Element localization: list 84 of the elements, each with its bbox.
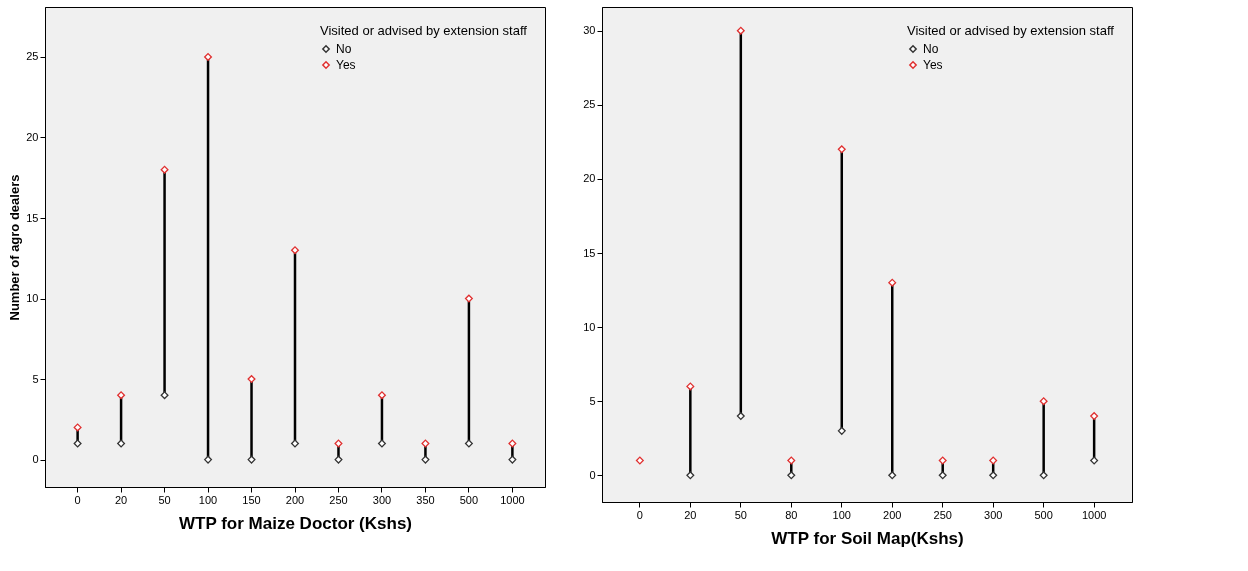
- x-tick-label: 0: [74, 493, 81, 506]
- point: [204, 455, 213, 464]
- x-tick-label: 350: [416, 493, 435, 506]
- x-tick-label: 20: [114, 493, 128, 506]
- x-tick-label: 150: [242, 493, 261, 506]
- point: [421, 455, 430, 464]
- x-tick-label: 200: [285, 493, 305, 506]
- point: [291, 246, 299, 255]
- point: [160, 165, 169, 174]
- y-tick-label: 20: [26, 130, 39, 143]
- point: [464, 439, 473, 448]
- y-tick-label: 10: [26, 292, 39, 305]
- point: [508, 439, 517, 448]
- x-tick-label: 50: [158, 493, 171, 506]
- x-tick-label: 200: [883, 508, 902, 521]
- point: [73, 439, 82, 448]
- x-tick-label: 1000: [500, 493, 525, 506]
- point: [377, 391, 386, 400]
- y-tick-label: 10: [583, 320, 596, 333]
- point: [73, 423, 82, 432]
- point: [247, 455, 256, 464]
- x-tick-label: 0: [636, 508, 643, 521]
- x-axis-title: WTP for Maize Doctor (Kshs): [179, 513, 412, 533]
- legend-label: No: [923, 42, 939, 56]
- y-axis-title: Number of agro dealers: [7, 174, 23, 321]
- point: [204, 52, 213, 61]
- point: [938, 456, 947, 465]
- point: [334, 455, 343, 464]
- point: [247, 375, 256, 384]
- y-tick-label: 20: [583, 172, 596, 185]
- point: [508, 455, 517, 464]
- x-tick-label: 100: [832, 508, 851, 521]
- point: [736, 412, 745, 421]
- y-tick-label: 5: [589, 394, 596, 407]
- x-tick-label: 100: [198, 493, 218, 506]
- point: [1090, 412, 1099, 421]
- legend-label: Yes: [336, 58, 356, 72]
- x-tick-label: 250: [933, 508, 952, 521]
- y-tick-label: 5: [32, 372, 39, 385]
- point: [686, 471, 695, 480]
- point: [837, 426, 846, 435]
- point: [686, 382, 695, 391]
- point: [989, 456, 998, 465]
- x-tick-label: 300: [372, 493, 392, 506]
- point: [421, 439, 430, 448]
- y-tick-label: 25: [583, 98, 596, 111]
- point: [117, 439, 126, 448]
- point: [837, 145, 846, 154]
- legend-label: Yes: [923, 58, 943, 72]
- point: [1039, 471, 1048, 480]
- x-tick-label: 300: [984, 508, 1003, 521]
- y-tick-label: 0: [589, 468, 596, 481]
- legend-label: No: [336, 42, 352, 56]
- x-tick-label: 80: [785, 508, 798, 521]
- point: [787, 471, 796, 480]
- x-tick-label: 50: [734, 508, 747, 521]
- x-axis-title: WTP for Soil Map(Kshs): [771, 528, 964, 548]
- point: [334, 439, 343, 448]
- point: [938, 471, 947, 480]
- y-tick-label: 25: [26, 50, 39, 63]
- legend-title: Visited or advised by extension staff: [320, 23, 528, 38]
- point: [989, 471, 998, 480]
- point: [1090, 456, 1099, 465]
- point: [160, 391, 169, 400]
- point: [291, 439, 299, 448]
- x-tick-label: 250: [329, 493, 348, 506]
- y-tick-label: 30: [583, 24, 596, 37]
- legend-title: Visited or advised by extension staff: [907, 23, 1115, 38]
- point: [377, 439, 386, 448]
- x-tick-label: 20: [684, 508, 697, 521]
- y-tick-label: 0: [32, 453, 39, 466]
- y-tick-label: 15: [583, 246, 596, 259]
- point: [888, 278, 897, 287]
- point: [787, 456, 796, 465]
- y-tick-label: 15: [26, 211, 39, 224]
- point: [736, 26, 745, 35]
- point: [117, 391, 126, 400]
- x-tick-label: 500: [459, 493, 479, 506]
- point: [464, 294, 473, 303]
- point: [635, 456, 644, 465]
- point: [888, 471, 897, 480]
- x-tick-label: 1000: [1081, 508, 1107, 521]
- x-tick-label: 500: [1034, 508, 1053, 521]
- point: [1039, 397, 1048, 406]
